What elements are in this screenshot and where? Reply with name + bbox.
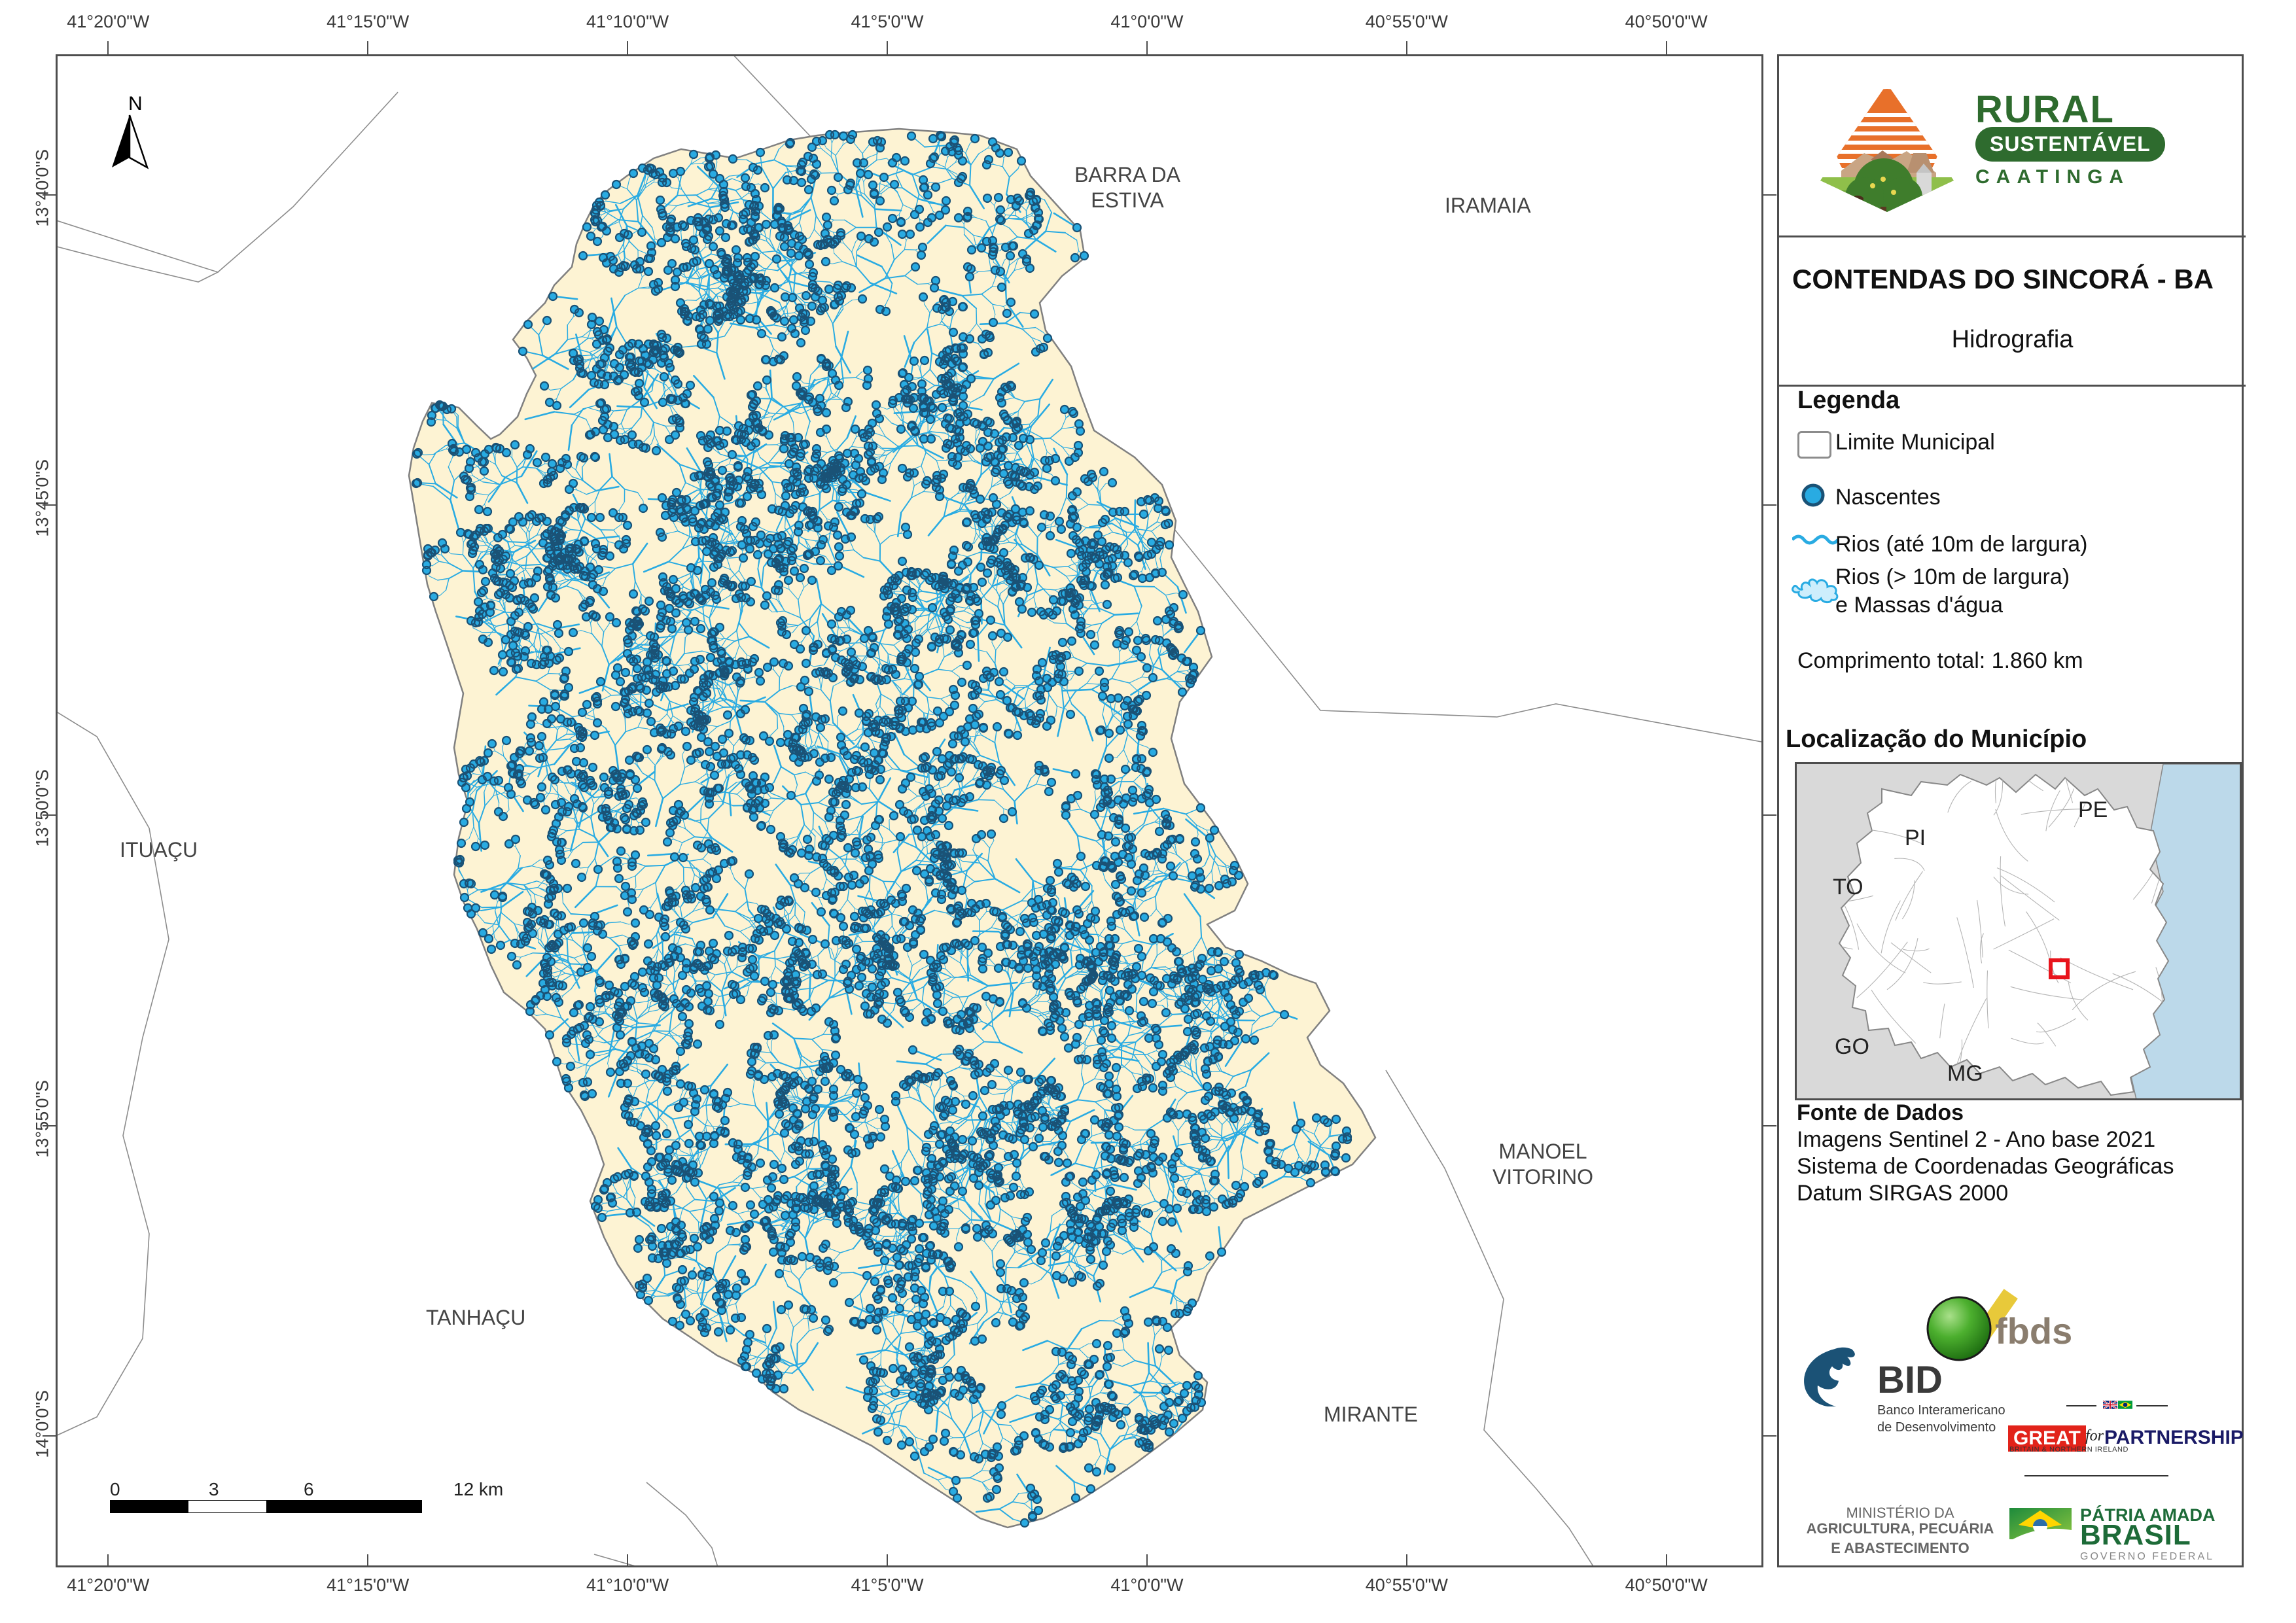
svg-text:TO: TO: [1833, 875, 1863, 899]
svg-text:PE: PE: [2078, 797, 2108, 822]
svg-text:PI: PI: [1905, 826, 1926, 850]
svg-text:fbds: fbds: [1995, 1310, 2072, 1352]
svg-text:MG: MG: [1947, 1061, 1983, 1086]
svg-text:GO: GO: [1835, 1034, 1869, 1059]
